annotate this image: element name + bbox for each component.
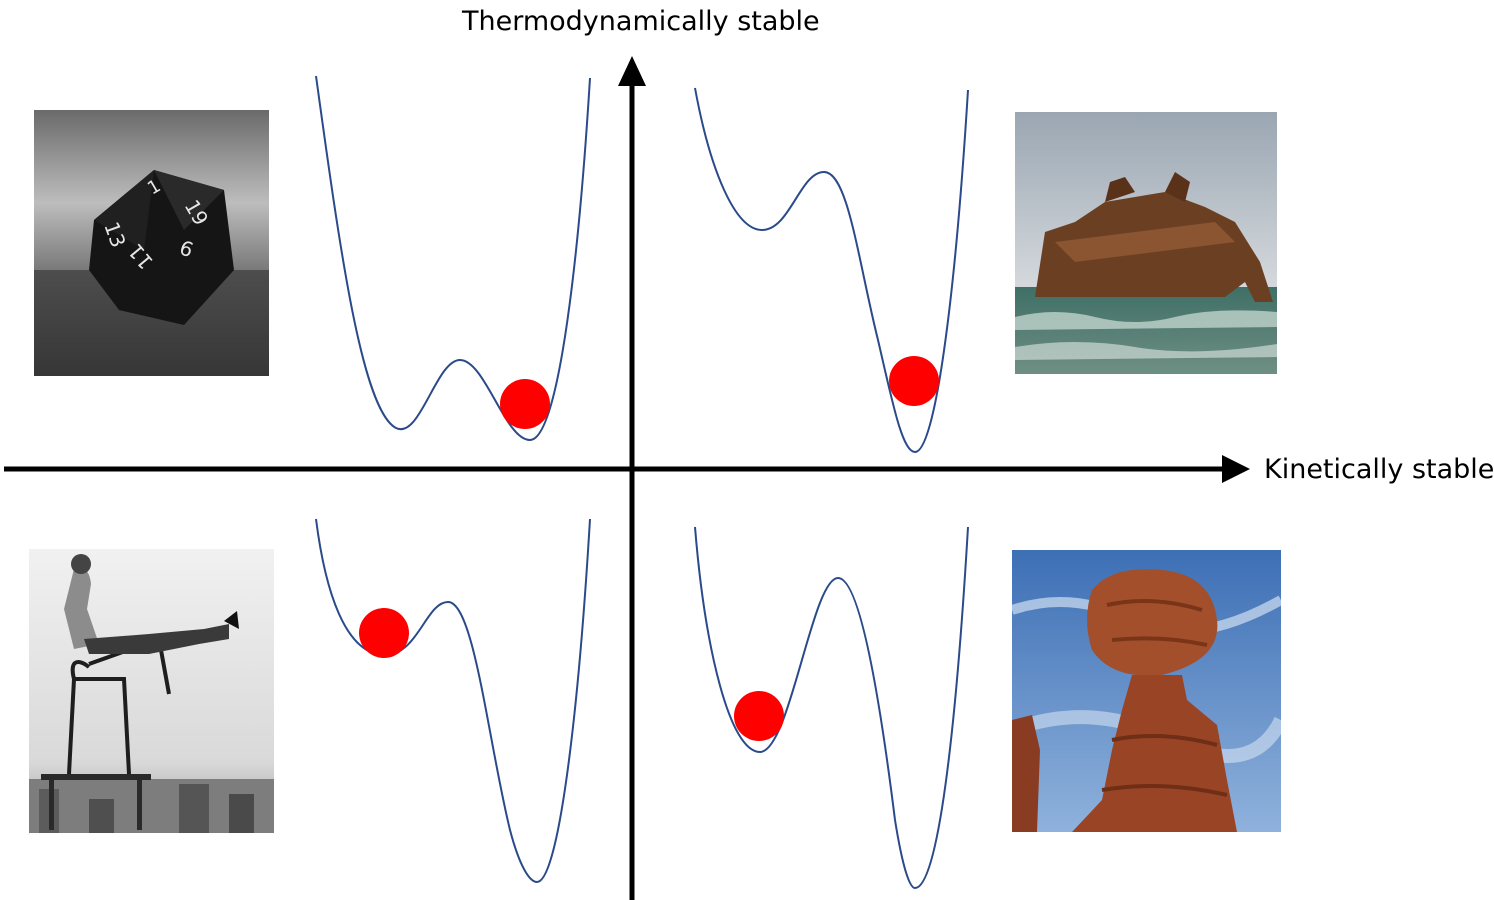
x-axis-arrowhead bbox=[1222, 455, 1250, 483]
energy-curve-top-right bbox=[694, 87, 969, 454]
energy-curve-bottom-right bbox=[694, 526, 969, 890]
man-balancing-on-chairs-photo bbox=[29, 549, 274, 833]
ball-top-left bbox=[500, 379, 550, 429]
ball-bottom-right bbox=[734, 691, 784, 741]
ball-bottom-left bbox=[359, 608, 409, 658]
energy-curve-bottom-left bbox=[315, 518, 591, 884]
energy-curve-top-left bbox=[315, 75, 591, 442]
y-axis-label: Thermodynamically stable bbox=[462, 6, 820, 37]
shipwreck-photo bbox=[1015, 112, 1277, 374]
x-axis-label: Kinetically stable bbox=[1264, 454, 1494, 485]
y-axis-arrowhead bbox=[618, 56, 646, 86]
d20-die-photo: 1 13 19 11 9 bbox=[34, 110, 269, 376]
balanced-rock-photo bbox=[1012, 550, 1281, 832]
ball-top-right bbox=[889, 356, 939, 406]
